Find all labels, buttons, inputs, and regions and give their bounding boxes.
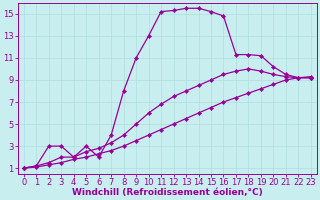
X-axis label: Windchill (Refroidissement éolien,°C): Windchill (Refroidissement éolien,°C) <box>72 188 263 197</box>
